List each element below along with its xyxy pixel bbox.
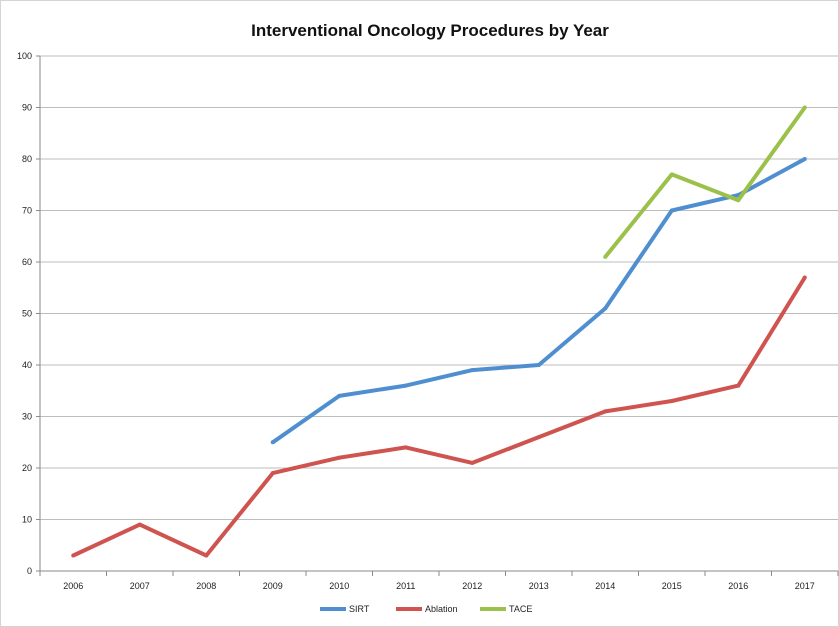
y-tick-label: 20 bbox=[22, 463, 32, 473]
data-point-ablation bbox=[669, 399, 674, 404]
data-point-sirt bbox=[403, 383, 408, 388]
x-tick-label: 2007 bbox=[130, 581, 150, 591]
legend-label-tace: TACE bbox=[509, 604, 532, 614]
data-point-tace bbox=[736, 198, 741, 203]
data-point-ablation bbox=[736, 383, 741, 388]
series-line-tace bbox=[603, 106, 807, 259]
y-tick-label: 90 bbox=[22, 103, 32, 113]
x-tick-label: 2008 bbox=[196, 581, 216, 591]
y-tick-label: 60 bbox=[22, 257, 32, 267]
y-tick-label: 50 bbox=[22, 309, 32, 319]
data-point-ablation bbox=[204, 553, 209, 558]
data-point-ablation bbox=[536, 435, 541, 440]
y-tick-labels: 0 10 20 30 40 50 60 70 80 90 100 bbox=[17, 51, 32, 576]
data-point-ablation bbox=[270, 471, 275, 476]
data-point-tace bbox=[669, 172, 674, 177]
series-line-sirt bbox=[271, 157, 806, 444]
data-point-tace bbox=[802, 105, 807, 110]
x-tick-label: 2011 bbox=[396, 581, 415, 591]
data-point-ablation bbox=[137, 522, 142, 527]
legend-label-ablation: Ablation bbox=[425, 604, 458, 614]
y-tick-label: 30 bbox=[22, 412, 32, 422]
data-point-ablation bbox=[603, 409, 608, 414]
y-tick-label: 40 bbox=[22, 360, 32, 370]
data-point-sirt bbox=[669, 208, 674, 213]
data-point-tace bbox=[603, 254, 608, 259]
y-tick-label: 80 bbox=[22, 154, 32, 164]
x-tick-label: 2006 bbox=[63, 581, 83, 591]
y-tick-label: 70 bbox=[22, 206, 32, 216]
y-tick-label: 0 bbox=[27, 566, 32, 576]
data-point-sirt bbox=[270, 440, 275, 445]
x-tick-label: 2016 bbox=[728, 581, 748, 591]
data-point-sirt bbox=[802, 157, 807, 161]
series-line-ablation bbox=[72, 276, 807, 558]
legend-label-sirt: SIRT bbox=[349, 604, 370, 614]
data-point-ablation bbox=[403, 445, 408, 450]
data-point-sirt bbox=[470, 368, 475, 373]
y-tick-label: 100 bbox=[17, 51, 32, 61]
x-tick-label: 2015 bbox=[662, 581, 682, 591]
legend: SIRT Ablation TACE bbox=[320, 604, 532, 614]
axes bbox=[36, 55, 839, 576]
gridlines bbox=[40, 55, 838, 520]
chart-title: Interventional Oncology Procedures by Ye… bbox=[251, 21, 609, 40]
x-tick-labels: 2006 2007 2008 2009 2010 2011 2012 2013 2014 2015… bbox=[63, 581, 815, 591]
data-point-ablation bbox=[337, 455, 342, 460]
x-tick-label: 2017 bbox=[795, 581, 815, 591]
x-tick-label: 2009 bbox=[263, 581, 283, 591]
y-tick-label: 10 bbox=[22, 515, 32, 525]
data-point-sirt bbox=[337, 393, 342, 398]
data-point-ablation bbox=[802, 275, 807, 280]
x-tick-label: 2013 bbox=[529, 581, 549, 591]
data-point-sirt bbox=[603, 306, 608, 311]
x-tick-label: 2014 bbox=[595, 581, 615, 591]
series-lines bbox=[71, 105, 807, 558]
data-point-sirt bbox=[536, 363, 541, 367]
data-point-ablation bbox=[470, 460, 475, 465]
x-tick-label: 2010 bbox=[329, 581, 349, 591]
data-point-ablation bbox=[71, 553, 76, 558]
x-tick-label: 2012 bbox=[462, 581, 482, 591]
